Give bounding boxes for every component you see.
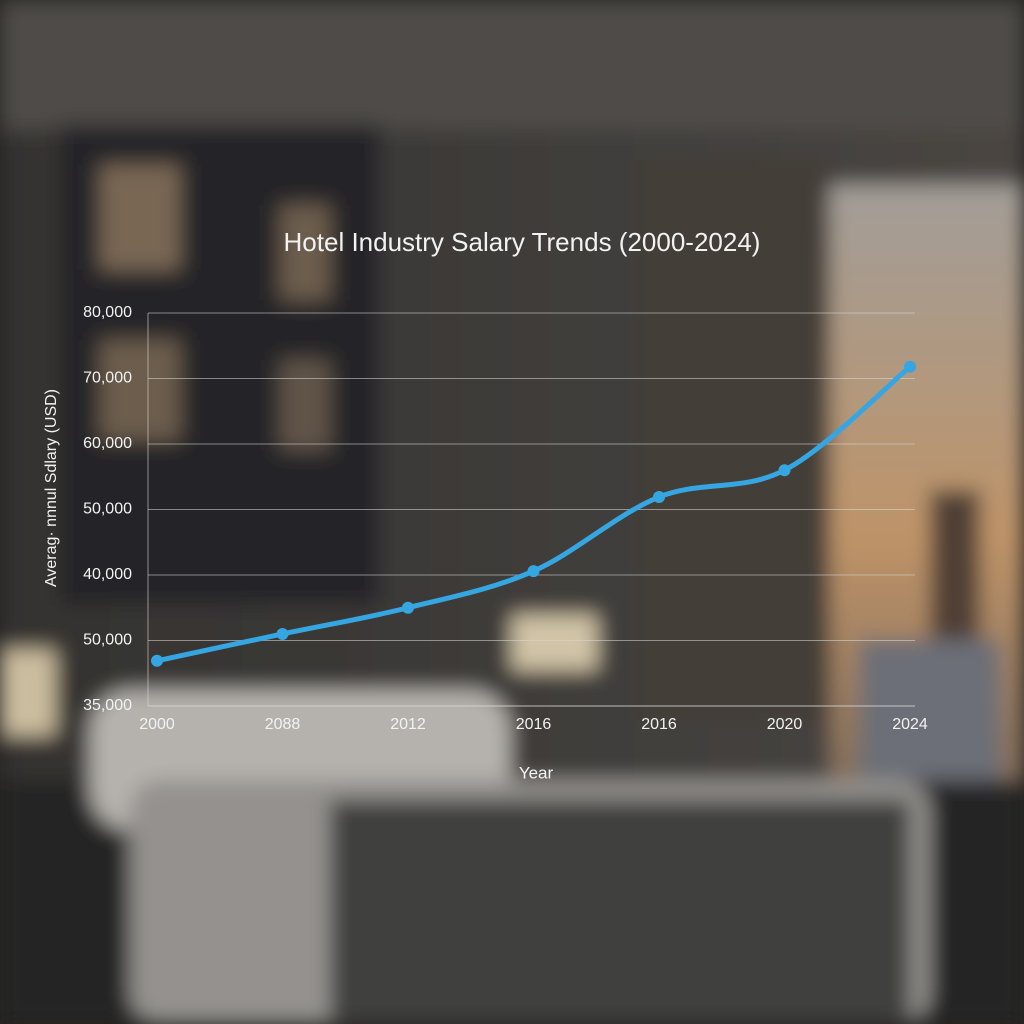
x-tick-label: 2016 [641,716,677,733]
x-axis-label: Year [519,763,554,782]
x-tick-label: 2024 [892,716,928,733]
x-tick-label: 2012 [390,716,426,733]
data-point [527,565,540,578]
data-point [904,360,916,373]
y-tick-label: 35,000 [83,697,132,714]
y-tick-label: 40,000 [83,566,132,583]
data-point [778,464,791,477]
y-tick-label: 60,000 [83,435,132,452]
y-tick-label: 70,000 [83,370,132,387]
y-tick-label: 50,000 [83,501,132,518]
x-tick-label: 2000 [139,716,175,733]
data-point [402,601,414,614]
y-tick-label: 50,000 [83,632,132,649]
y-tick-label: 80,000 [83,304,132,321]
chart-title: Hotel Industry Salary Trends (2000-2024) [284,227,761,257]
x-tick-label: 2016 [516,716,552,733]
data-point [151,654,163,667]
data-point [653,491,665,504]
data-point [276,627,289,640]
x-tick-label: 2020 [767,716,803,733]
y-axis-label: Averag· nnnul Sdlary (USD) [43,389,60,587]
x-tick-label: 2088 [265,716,301,733]
